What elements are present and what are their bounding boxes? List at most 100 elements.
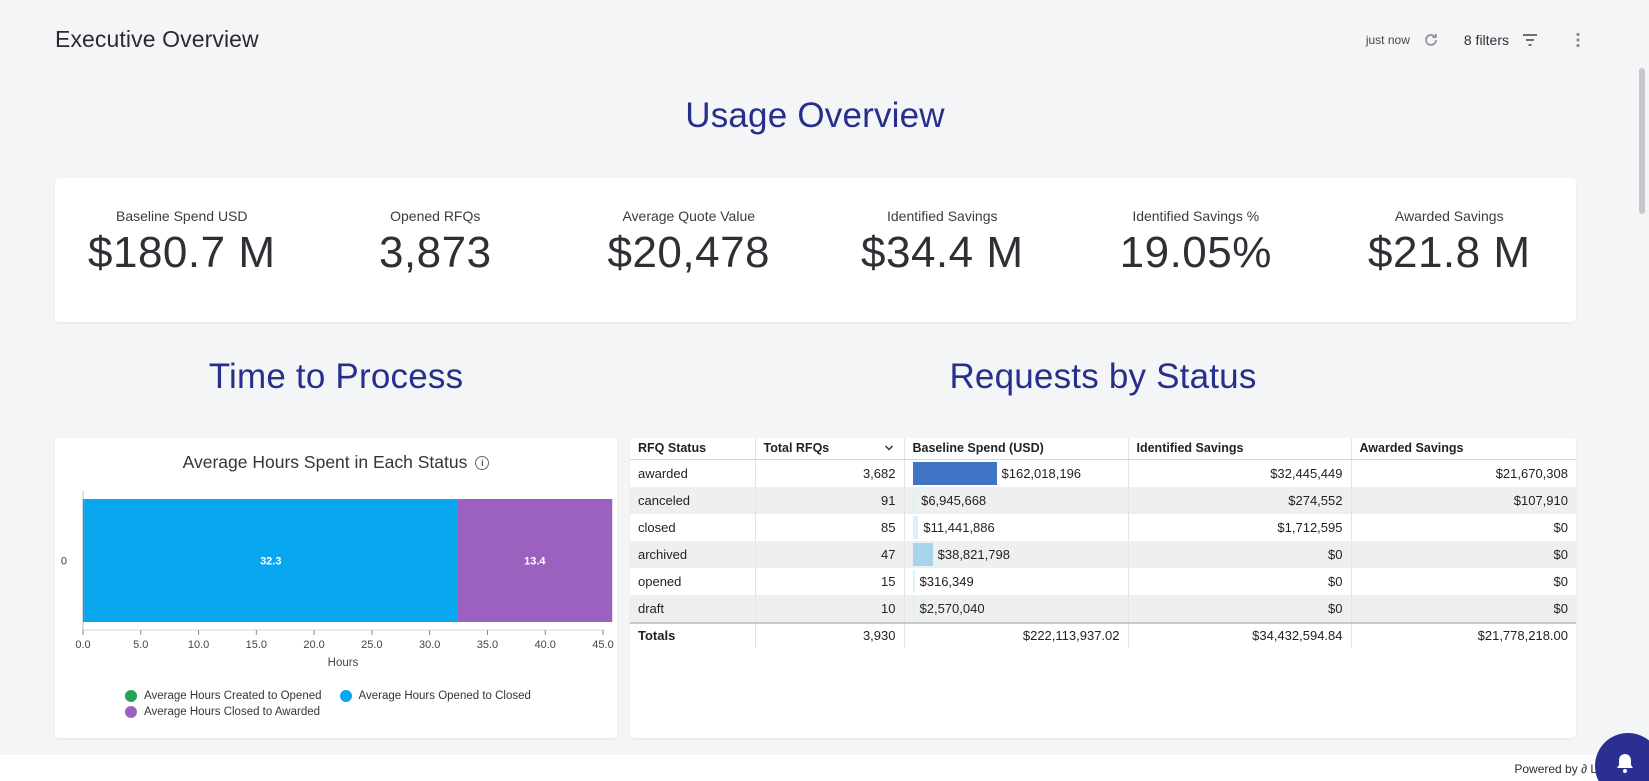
- spend-bar: [912, 488, 917, 512]
- data-label: 32.3: [260, 556, 281, 568]
- column-header-total-rfqs[interactable]: Total RFQs: [755, 438, 905, 460]
- table-row[interactable]: draft 10 $2,570,040 $0 $0: [630, 594, 1576, 623]
- column-header-awarded-savings[interactable]: Awarded Savings: [1351, 438, 1576, 460]
- usage-overview-heading: Usage Overview: [685, 96, 945, 135]
- spend-value: $162,018,196: [1001, 465, 1082, 481]
- requests-by-status-table-card: RFQ Status Total RFQs Baseline Spend (US…: [630, 438, 1576, 738]
- cell-baseline-spend: $2,570,040: [904, 594, 1129, 623]
- cell-rfq-status: archived: [630, 540, 756, 568]
- kpi-identified-savings: Identified Savings $34.4 M: [816, 178, 1070, 322]
- table-row[interactable]: closed 85 $11,441,886 $1,712,595 $0: [630, 513, 1576, 541]
- bar-segment: [83, 499, 85, 622]
- cell-awarded-savings: $0: [1351, 540, 1576, 568]
- spend-bar: [912, 542, 933, 566]
- legend-dot-icon: [125, 689, 137, 702]
- x-tick-label: 15.0: [246, 639, 267, 651]
- cell-identified-savings: $0: [1128, 567, 1352, 595]
- refresh-icon[interactable]: [1420, 29, 1442, 51]
- info-icon[interactable]: i: [475, 456, 490, 470]
- x-tick-label: 10.0: [188, 639, 209, 651]
- cell-identified-savings: $32,445,449: [1128, 459, 1352, 487]
- requests-by-status-heading: Requests by Status: [949, 357, 1257, 396]
- totals-identified-savings: $34,432,594.84: [1128, 621, 1352, 648]
- spend-bar: [912, 596, 915, 620]
- page-title: Executive Overview: [55, 26, 259, 52]
- cell-baseline-spend: $6,945,668: [904, 486, 1129, 514]
- table-row[interactable]: awarded 3,682 $162,018,196 $32,445,449 $21,6…: [630, 459, 1576, 487]
- cell-awarded-savings: $0: [1351, 594, 1576, 623]
- filter-icon[interactable]: [1519, 29, 1541, 51]
- kpi-label: Identified Savings: [886, 208, 998, 224]
- cell-baseline-spend: $11,441,886: [904, 513, 1129, 541]
- x-tick-label: 40.0: [535, 639, 556, 651]
- kpi-value: $21.8 M: [1368, 228, 1531, 277]
- spend-value: $11,441,886: [923, 519, 995, 535]
- legend-label: Average Hours Opened to Closed: [358, 689, 531, 702]
- cell-baseline-spend: $38,821,798: [904, 540, 1129, 568]
- legend-item[interactable]: Average Hours Created to Opened: [125, 688, 322, 703]
- legend-dot-icon: [339, 689, 352, 702]
- x-tick-label: 0.0: [75, 639, 90, 651]
- kpi-baseline-spend: Baseline Spend USD $180.7 M: [55, 178, 309, 322]
- cell-awarded-savings: $21,670,308: [1495, 465, 1568, 481]
- cell-total-rfqs: 85: [755, 513, 905, 541]
- powered-by-text[interactable]: Powered by ∂ L: [1514, 762, 1597, 776]
- kpi-label: Identified Savings %: [1132, 208, 1260, 224]
- x-tick-label: 35.0: [477, 639, 498, 651]
- filters-button[interactable]: 8 filters: [1463, 32, 1509, 48]
- chart-title: Average Hours Spent in Each Status: [182, 452, 468, 472]
- cell-rfq-status: awarded: [630, 459, 756, 487]
- table-row[interactable]: archived 47 $38,821,798 $0 $0: [630, 540, 1576, 568]
- column-header-rfq-status[interactable]: RFQ Status: [630, 438, 756, 460]
- kpi-label: Average Quote Value: [622, 208, 756, 224]
- cell-total-rfqs: 15: [755, 567, 905, 595]
- cell-total-rfqs: 91: [755, 486, 905, 514]
- x-axis-label: Hours: [328, 657, 359, 669]
- cell-identified-savings: $274,552: [1128, 486, 1352, 514]
- footer: Powered by ∂ L: [0, 733, 1649, 781]
- chart-title-row: Average Hours Spent in Each Status i: [55, 452, 617, 473]
- kpi-value: 19.05%: [1119, 228, 1272, 277]
- x-tick-label: 20.0: [303, 639, 324, 651]
- stacked-bar-chart: 00.132.313.40.05.010.015.020.025.030.035…: [61, 491, 614, 669]
- kpi-label: Awarded Savings: [1394, 208, 1504, 224]
- column-header-label: Total RFQs: [763, 440, 830, 455]
- spend-value: $6,945,668: [921, 492, 987, 508]
- totals-total-rfqs: 3,930: [755, 621, 905, 648]
- notifications-button[interactable]: [1595, 733, 1649, 781]
- page-scrollbar[interactable]: [1635, 68, 1649, 750]
- legend-label: Average Hours Closed to Awarded: [144, 706, 321, 718]
- cell-awarded-savings: $0: [1553, 573, 1568, 589]
- scroll-thumb[interactable]: [1639, 68, 1645, 214]
- totals-baseline-spend: $222,113,937.02: [904, 621, 1129, 648]
- legend-label: Average Hours Created to Opened: [144, 689, 322, 702]
- legend-item[interactable]: Average Hours Closed to Awarded: [125, 705, 320, 720]
- spend-value: $316,349: [919, 573, 974, 589]
- bar-segment: [457, 499, 613, 622]
- cell-awarded-savings: $0: [1553, 519, 1568, 535]
- kpi-value: $180.7 M: [88, 228, 276, 277]
- sort-chevron-down-icon[interactable]: [884, 442, 894, 456]
- spend-bar: [912, 461, 997, 485]
- spend-bar: [912, 515, 919, 539]
- more-options-icon[interactable]: [1567, 29, 1589, 51]
- cell-baseline-spend: $162,018,196: [904, 459, 1129, 487]
- bar-segment: [84, 499, 458, 622]
- table-header-row: RFQ Status Total RFQs Baseline Spend (US…: [630, 438, 1576, 460]
- cell-awarded-savings: $107,910: [1351, 486, 1576, 514]
- spend-bar: [912, 569, 915, 593]
- column-header-identified-savings[interactable]: Identified Savings: [1128, 438, 1352, 460]
- cell-total-rfqs: 3,682: [755, 459, 905, 487]
- legend-item[interactable]: Average Hours Opened to Closed: [339, 688, 531, 703]
- cell-identified-savings: $1,712,595: [1128, 513, 1352, 541]
- x-tick-label: 5.0: [133, 639, 148, 651]
- cell-baseline-spend: $316,349: [904, 567, 1129, 595]
- kpi-value: $34.4 M: [861, 228, 1024, 277]
- table-row[interactable]: canceled 91 $6,945,668 $274,552 $107,910: [630, 486, 1576, 514]
- legend-dot-icon: [125, 706, 137, 718]
- column-header-baseline-spend[interactable]: Baseline Spend (USD): [904, 438, 1129, 460]
- cell-identified-savings: $0: [1128, 594, 1352, 623]
- table-row[interactable]: opened 15 $316,349 $0 $0: [630, 567, 1576, 595]
- last-updated-text: just now: [1365, 33, 1410, 47]
